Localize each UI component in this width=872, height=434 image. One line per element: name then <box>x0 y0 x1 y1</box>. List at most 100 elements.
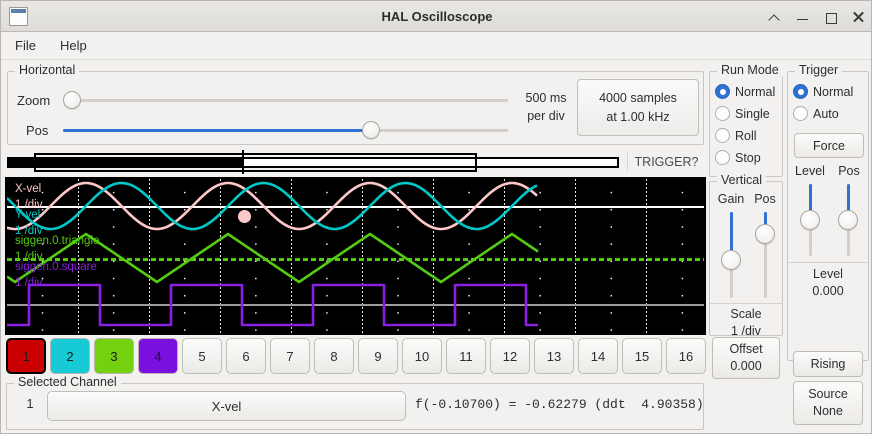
view-window-bar[interactable] <box>34 153 477 172</box>
selected-channel-number: 1 <box>26 396 34 411</box>
maximize-icon[interactable] <box>824 10 838 24</box>
radio-icon[interactable] <box>715 84 730 99</box>
run-mode-option-roll[interactable]: Roll <box>715 128 757 143</box>
trigger-level-readout-label: Level <box>813 267 843 281</box>
grid-vline <box>149 179 150 333</box>
menu-item-help[interactable]: Help <box>59 38 87 53</box>
pos-slider-fill <box>63 128 371 132</box>
run-mode-normal-label: Normal <box>735 84 776 99</box>
vertical-scale-label: Scale <box>730 307 762 321</box>
run-mode-option-stop[interactable]: Stop <box>715 150 761 165</box>
channel-button-10[interactable]: 10 <box>402 338 442 374</box>
run-mode-group: Run Mode Normal Single Roll Stop <box>709 63 783 177</box>
vpos-slider-knob[interactable] <box>755 223 775 244</box>
trigger-source-label: Source <box>808 387 848 401</box>
radio-icon[interactable] <box>715 128 730 143</box>
grid-vline <box>78 179 79 333</box>
zoom-slider-track <box>63 98 508 102</box>
gain-slider-knob[interactable] <box>721 250 741 271</box>
trigger-level-slider[interactable] <box>800 184 820 256</box>
channel-button-7[interactable]: 7 <box>270 338 310 374</box>
scope-channel-scale-2: 1 /div <box>15 225 43 237</box>
trigger-level-readout: Level 0.000 <box>788 266 868 300</box>
horizontal-pos-slider[interactable] <box>63 121 508 139</box>
vertical-scale-value: 1 /div <box>731 324 761 338</box>
channel-button-3[interactable]: 3 <box>94 338 134 374</box>
trigger-group: Trigger Normal Auto Force Level Pos Leve… <box>787 63 869 361</box>
scope-grid <box>7 179 704 333</box>
trigger-edge-button[interactable]: Rising <box>793 351 863 377</box>
channel-button-11[interactable]: 11 <box>446 338 486 374</box>
trigger-source-button[interactable]: Source None <box>793 381 863 425</box>
radio-icon[interactable] <box>793 106 808 121</box>
trace-siggen-square <box>7 283 539 327</box>
scope-channel-name-2: Y-vel <box>15 209 41 221</box>
scope-channel-name-3: siggen.0.triangle <box>15 235 100 247</box>
grid-vline <box>291 179 292 333</box>
channel-button-4[interactable]: 4 <box>138 338 178 374</box>
channel-button-15[interactable]: 15 <box>622 338 662 374</box>
grid-vline <box>433 179 434 333</box>
zoom-slider[interactable] <box>63 91 508 109</box>
vertical-offset-value: 0.000 <box>730 359 762 373</box>
channel-button-9[interactable]: 9 <box>358 338 398 374</box>
selected-channel-signal-button[interactable]: X-vel <box>47 391 406 421</box>
channel-button-2[interactable]: 2 <box>50 338 90 374</box>
trigger-auto-label: Auto <box>813 106 839 121</box>
sample-rate-button[interactable]: 4000 samples at 1.00 kHz <box>577 79 699 136</box>
trigger-option-normal[interactable]: Normal <box>793 84 853 99</box>
vertical-offset-button[interactable]: Offset 0.000 <box>712 337 780 379</box>
time-per-div-value: 500 ms <box>525 91 567 105</box>
selected-channel-group: Selected Channel 1 X-vel f(-0.10700) = -… <box>6 375 704 430</box>
vertical-offset-label: Offset <box>729 342 763 356</box>
radio-icon[interactable] <box>715 106 730 121</box>
radio-icon[interactable] <box>793 84 808 99</box>
vertical-pos-slider[interactable] <box>755 212 775 298</box>
run-mode-option-normal[interactable]: Normal <box>715 84 775 99</box>
trigger-pos-slider[interactable] <box>838 184 858 256</box>
trigger-group-label: Trigger <box>795 63 843 77</box>
channel-button-1[interactable]: 1 <box>6 338 46 374</box>
run-mode-label: Run Mode <box>717 63 783 77</box>
radio-icon[interactable] <box>715 150 730 165</box>
horizontal-group: Horizontal Zoom Pos <box>7 63 704 145</box>
channel-button-5[interactable]: 5 <box>182 338 222 374</box>
minimize-icon[interactable] <box>796 10 810 24</box>
vpos-slider-fill <box>763 212 767 234</box>
waveform-traces <box>7 181 539 327</box>
trigger-option-auto[interactable]: Auto <box>793 106 839 121</box>
trigger-level-slider-label: Level <box>795 164 825 178</box>
run-mode-stop-label: Stop <box>735 150 761 165</box>
scope-channel-scale-1: 1 /div <box>15 199 43 211</box>
channel-button-6[interactable]: 6 <box>226 338 266 374</box>
grid-vline <box>220 179 221 333</box>
scope-channel-name-4: siggen.0.square <box>15 261 97 273</box>
trigger-force-button[interactable]: Force <box>794 133 864 158</box>
menu-item-file[interactable]: File <box>15 38 36 53</box>
channel-button-8[interactable]: 8 <box>314 338 354 374</box>
channel-button-14[interactable]: 14 <box>578 338 618 374</box>
title-bar: HAL Oscilloscope <box>1 1 871 32</box>
chevron-up-icon[interactable] <box>768 10 782 24</box>
channel-button-16[interactable]: 16 <box>666 338 706 374</box>
channel-button-13[interactable]: 13 <box>534 338 574 374</box>
buffer-filled-region <box>7 159 244 166</box>
triangle-baseline <box>7 258 704 261</box>
channel-button-12[interactable]: 12 <box>490 338 530 374</box>
horizontal-position-strip[interactable] <box>7 150 624 174</box>
vertical-group: Vertical Gain Pos Scale 1 /div <box>709 173 783 338</box>
grid-vline <box>646 179 647 333</box>
trigger-edge-label: Rising <box>810 356 846 371</box>
grid-vline <box>362 179 363 333</box>
run-mode-option-single[interactable]: Single <box>715 106 770 121</box>
scope-channel-name-1: X-vel <box>15 183 42 195</box>
scope-display[interactable]: X-vel 1 /div Y-vel 1 /div siggen.0.triangle 1… <box>5 177 706 335</box>
trigger-level-fill <box>808 184 812 220</box>
zoom-slider-knob[interactable] <box>63 91 81 109</box>
close-icon[interactable] <box>852 10 866 24</box>
trigger-level-knob[interactable] <box>800 210 820 230</box>
trigger-pos-knob[interactable] <box>838 210 858 230</box>
pos-slider-knob[interactable] <box>361 121 380 139</box>
vertical-gain-slider[interactable] <box>721 212 741 298</box>
